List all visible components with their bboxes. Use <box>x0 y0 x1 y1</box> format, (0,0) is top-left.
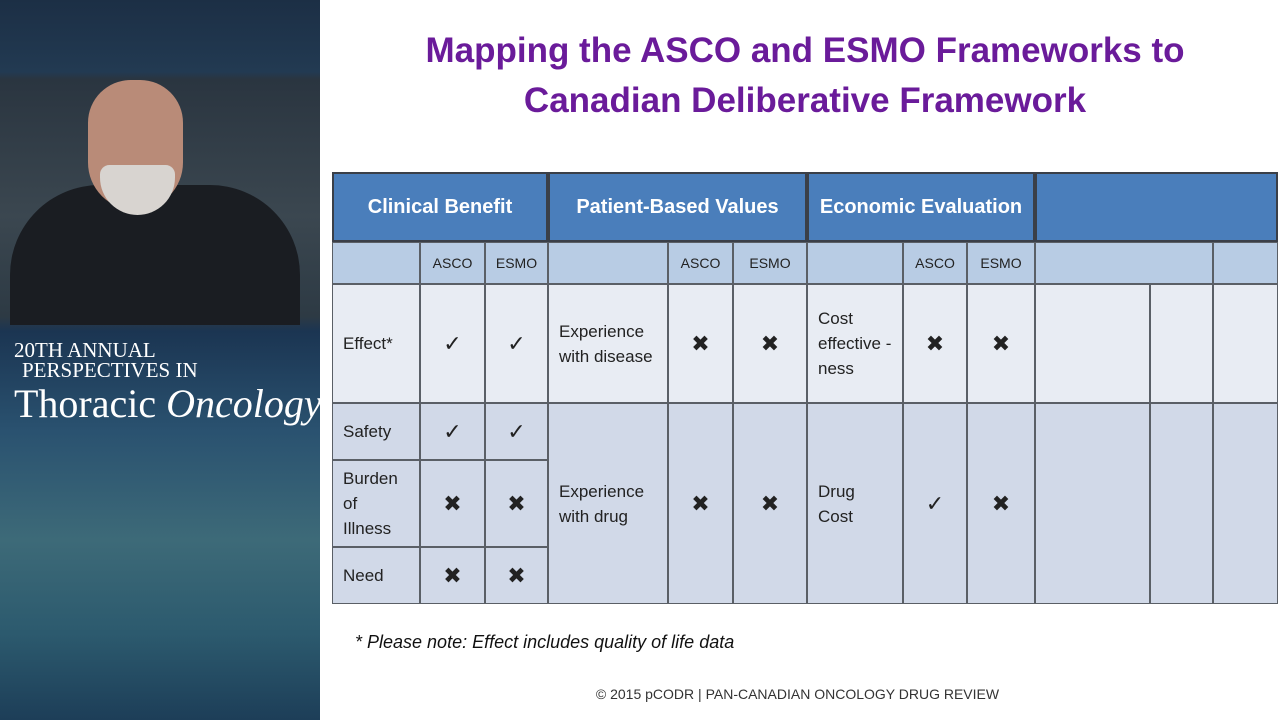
brand-line: 20TH ANNUAL <box>14 338 156 362</box>
subheader <box>332 242 420 284</box>
rating-mark: ✖ <box>668 403 733 604</box>
row-label: Effect* <box>332 284 420 403</box>
rating-mark: ✖ <box>733 403 807 604</box>
rating-mark: ✖ <box>967 403 1035 604</box>
subheader <box>548 242 668 284</box>
subheader <box>807 242 903 284</box>
slide-title: Mapping the ASCO and ESMO Frameworks to … <box>330 26 1280 126</box>
blank-cell <box>1150 403 1213 604</box>
row-label: Cost effective -ness <box>807 284 903 403</box>
rating-mark: ✖ <box>903 284 967 403</box>
row-label: Experience with drug <box>548 403 668 604</box>
brand-line: Thoracic Oncology <box>14 380 320 427</box>
brand-line: PERSPECTIVES IN <box>22 358 198 382</box>
rating-mark: ✓ <box>485 403 548 460</box>
rating-mark: ✓ <box>485 284 548 403</box>
rating-mark: ✓ <box>903 403 967 604</box>
blank-cell <box>1213 284 1278 403</box>
brand-word: Oncology <box>166 381 320 426</box>
subheader: ESMO <box>485 242 548 284</box>
column-group-header: Clinical Benefit <box>332 172 548 242</box>
framework-table: Clinical Benefit ASCO ESMO Effect* ✓ ✓ Safety ✓… <box>332 172 1278 604</box>
subheader-blank <box>1213 242 1278 284</box>
subheader: ASCO <box>420 242 485 284</box>
row-label: Safety <box>332 403 420 460</box>
title-line: Canadian Deliberative Framework <box>523 81 1087 120</box>
copyright: © 2015 pCODR | PAN-CANADIAN ONCOLOGY DRU… <box>595 686 1000 702</box>
subheader-blank <box>1035 242 1213 284</box>
column-group-header: Economic Evaluation <box>807 172 1035 242</box>
row-label: Drug Cost <box>807 403 903 604</box>
row-label: Experience with disease <box>548 284 668 403</box>
subheader: ESMO <box>733 242 807 284</box>
footnote: * Please note: Effect includes quality o… <box>355 632 735 652</box>
rating-mark: ✓ <box>420 284 485 403</box>
title-line: Mapping the ASCO and ESMO Frameworks to <box>425 31 1185 70</box>
rating-mark: ✖ <box>420 460 485 547</box>
rating-mark: ✖ <box>485 460 548 547</box>
rating-mark: ✖ <box>668 284 733 403</box>
rating-mark: ✖ <box>967 284 1035 403</box>
rating-mark: ✖ <box>420 547 485 604</box>
rating-mark: ✖ <box>485 547 548 604</box>
header-blank <box>1035 172 1278 242</box>
rating-mark: ✖ <box>733 284 807 403</box>
row-label: Need <box>332 547 420 604</box>
row-label: Burden of Illness <box>332 460 420 547</box>
rating-mark: ✓ <box>420 403 485 460</box>
subheader: ASCO <box>668 242 733 284</box>
blank-cell <box>1213 403 1278 604</box>
brand-word: Thoracic <box>14 381 157 426</box>
video-panel: 20TH ANNUAL PERSPECTIVES IN Thoracic Onc… <box>0 0 320 720</box>
subheader: ASCO <box>903 242 967 284</box>
blank-cell <box>1150 284 1213 403</box>
subheader: ESMO <box>967 242 1035 284</box>
blank-cell <box>1035 284 1150 403</box>
column-group-header: Patient-Based Values <box>548 172 807 242</box>
blank-cell <box>1035 403 1150 604</box>
